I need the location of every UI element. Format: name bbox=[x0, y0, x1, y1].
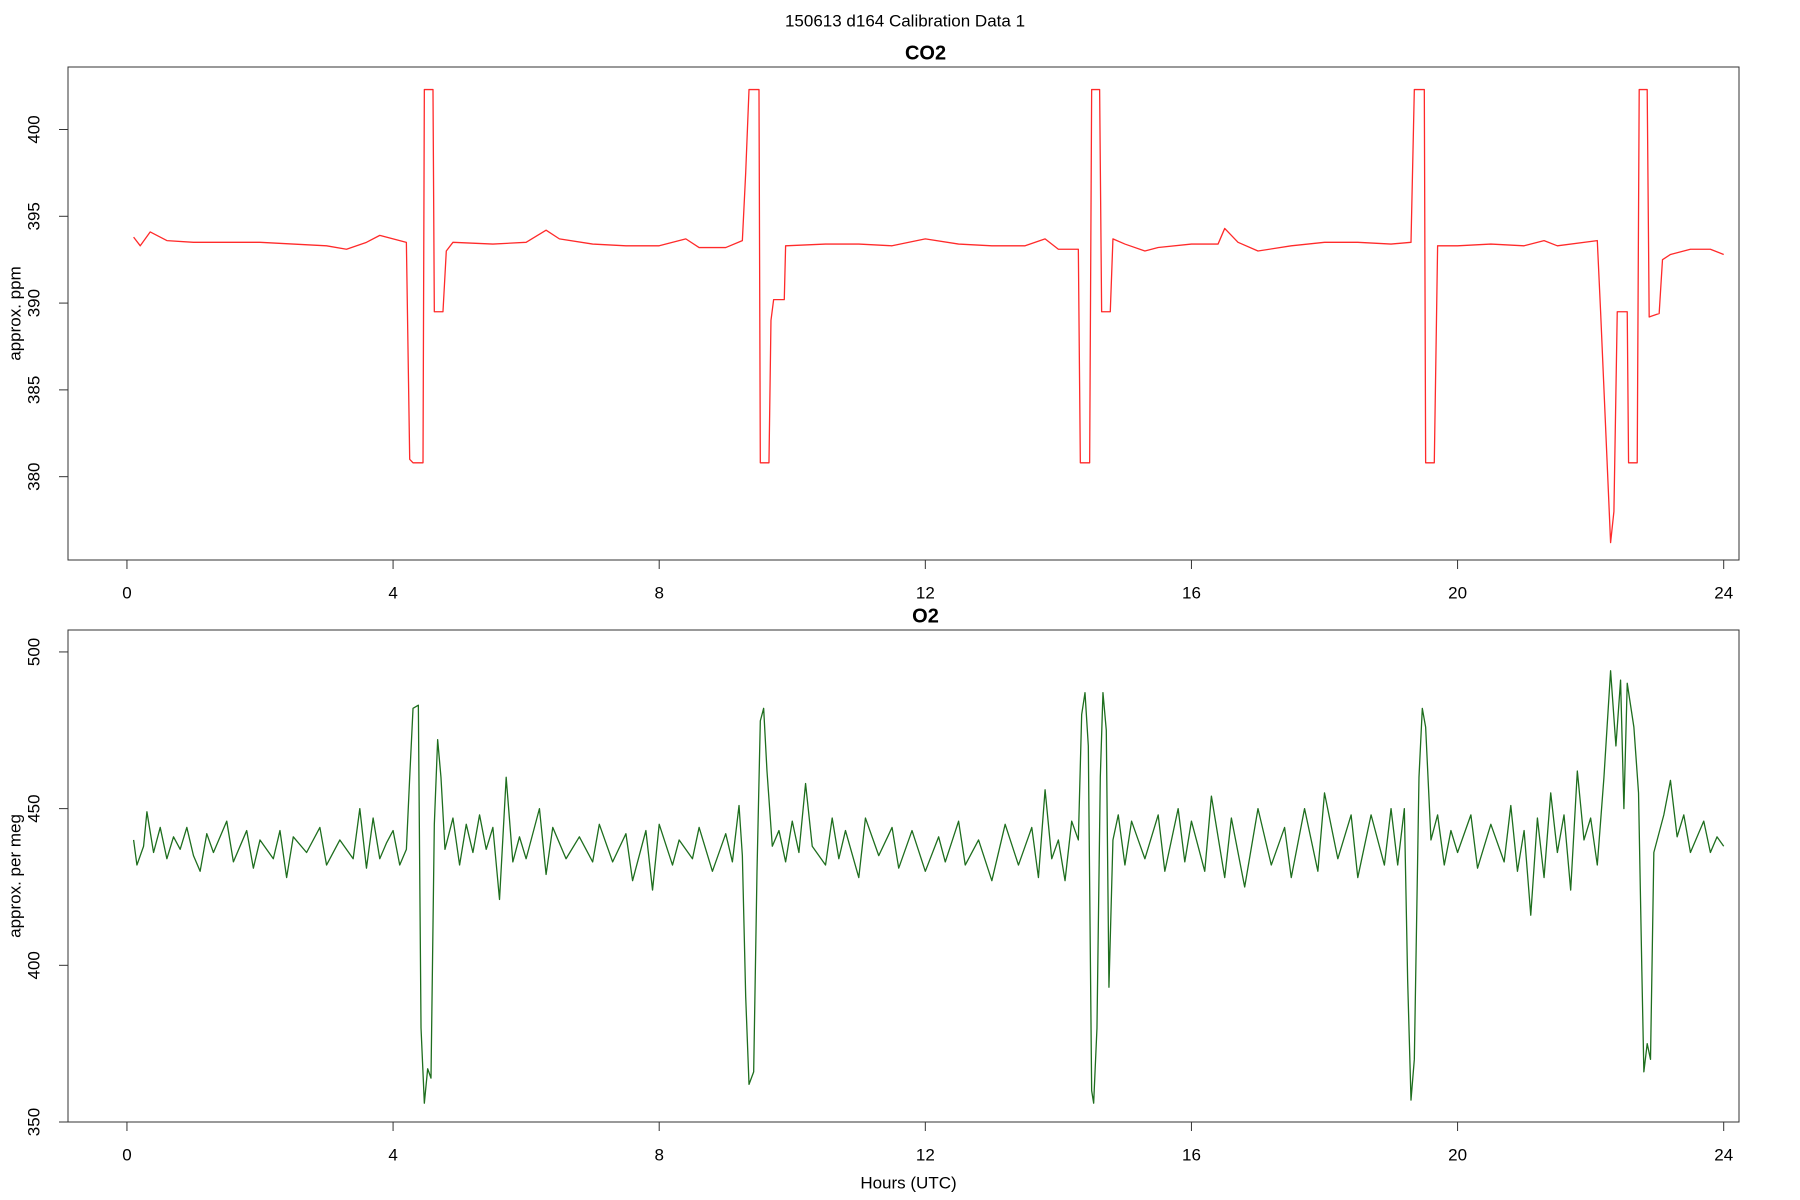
x-tick-label: 8 bbox=[654, 583, 663, 602]
x-tick-label: 4 bbox=[388, 1145, 397, 1164]
y-tick-label: 395 bbox=[24, 202, 43, 230]
y-tick-label: 500 bbox=[24, 638, 43, 666]
x-tick-label: 24 bbox=[1714, 1145, 1733, 1164]
x-tick-label: 20 bbox=[1448, 583, 1467, 602]
x-tick-label: 12 bbox=[916, 583, 935, 602]
x-axis-label: Hours (UTC) bbox=[860, 1173, 956, 1192]
plot-frame bbox=[67, 66, 1740, 561]
x-tick-label: 24 bbox=[1714, 583, 1733, 602]
plot-frame bbox=[67, 629, 1740, 1123]
x-tick-label: 0 bbox=[122, 583, 131, 602]
x-tick-label: 16 bbox=[1182, 583, 1201, 602]
y-axis-label: approx. ppm bbox=[5, 266, 24, 361]
data-line bbox=[133, 88, 1724, 544]
y-tick-label: 390 bbox=[24, 289, 43, 317]
x-tick-label: 0 bbox=[122, 1145, 131, 1164]
y-tick-label: 350 bbox=[24, 1108, 43, 1136]
y-axis-label: approx. per meg bbox=[5, 814, 24, 938]
chart-title: O2 bbox=[912, 605, 939, 627]
x-tick-label: 8 bbox=[654, 1145, 663, 1164]
y-tick-label: 380 bbox=[24, 462, 43, 490]
chart-title: CO2 bbox=[905, 42, 946, 64]
page-title: 150613 d164 Calibration Data 1 bbox=[785, 11, 1025, 30]
data-line bbox=[132, 670, 1725, 1104]
y-tick-label: 450 bbox=[24, 794, 43, 822]
x-tick-label: 4 bbox=[388, 583, 397, 602]
y-tick-label: 400 bbox=[24, 951, 43, 979]
y-tick-label: 400 bbox=[24, 115, 43, 143]
x-tick-label: 20 bbox=[1448, 1145, 1467, 1164]
y-tick-label: 385 bbox=[24, 376, 43, 404]
x-tick-label: 12 bbox=[916, 1145, 935, 1164]
x-tick-label: 16 bbox=[1182, 1145, 1201, 1164]
